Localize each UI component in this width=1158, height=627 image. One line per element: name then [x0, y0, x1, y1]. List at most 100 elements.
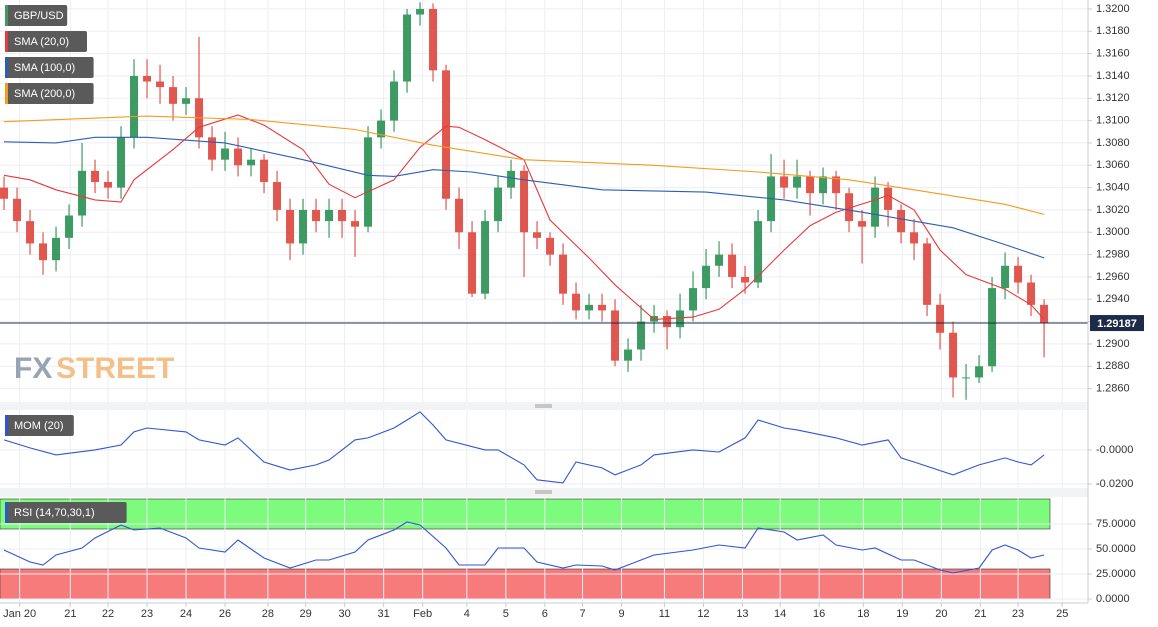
legend-swatch — [5, 31, 8, 52]
legend-box[interactable] — [5, 31, 87, 52]
y-tick-label: 1.2980 — [1096, 249, 1130, 261]
legend-box[interactable] — [5, 502, 127, 523]
candle-body — [793, 176, 802, 188]
watermark-text: STREET — [56, 352, 174, 385]
candle-body — [377, 120, 386, 138]
legend-button[interactable]: SMA (100,0) — [5, 57, 94, 78]
candle-body — [104, 182, 113, 188]
legend-box[interactable] — [5, 5, 68, 26]
candle-body — [624, 349, 633, 361]
legend-label: SMA (100,0) — [14, 62, 75, 74]
candle-body — [585, 304, 594, 311]
candle-body — [494, 187, 503, 222]
candle-body — [936, 304, 945, 333]
candle-body — [260, 159, 269, 183]
candle-body — [364, 137, 373, 227]
candle-body — [1027, 282, 1036, 305]
candle-body — [572, 293, 581, 311]
candle-body — [455, 198, 464, 233]
candle-body — [663, 316, 672, 328]
candle-body — [598, 304, 607, 311]
x-tick-label: 28 — [262, 608, 274, 620]
candle-body — [273, 182, 282, 210]
legend-box[interactable] — [5, 57, 94, 78]
candle-body — [130, 75, 139, 138]
y-tick-label: 1.3060 — [1096, 159, 1130, 171]
legend-button[interactable]: GBP/USD — [5, 5, 68, 26]
legend-label: SMA (20,0) — [14, 36, 69, 48]
x-tick-label: 23 — [141, 608, 153, 620]
candle-body — [312, 209, 321, 222]
candle-body — [208, 137, 217, 160]
candle-body — [715, 254, 724, 266]
candle-body — [702, 265, 711, 289]
candle-body — [975, 366, 984, 378]
candle-body — [234, 148, 243, 166]
candle-body — [143, 75, 152, 82]
x-tick-label: 21 — [64, 608, 76, 620]
candle-body — [403, 14, 412, 82]
candle-body — [1001, 265, 1010, 289]
y-tick-label: 1.3140 — [1096, 70, 1130, 82]
y-tick-label: 1.3160 — [1096, 48, 1130, 60]
x-tick-label: 7 — [579, 608, 585, 620]
last-price-label: 1.29187 — [1097, 318, 1137, 330]
x-tick-label: 23 — [1012, 608, 1024, 620]
y-tick-label: 1.3120 — [1096, 92, 1130, 104]
candle-body — [741, 276, 750, 283]
candle-body — [182, 98, 191, 104]
candle-body — [338, 209, 347, 222]
candle-body — [169, 87, 178, 104]
indicator-line — [3, 411, 1045, 484]
legend-box[interactable] — [5, 83, 94, 104]
candle-body — [1040, 304, 1049, 324]
indicator-line — [3, 136, 1045, 259]
candle-body — [299, 209, 308, 244]
candle-body — [923, 243, 932, 305]
candle-body — [988, 288, 997, 367]
legend-label: SMA (200,0) — [14, 88, 75, 100]
legend-box[interactable] — [5, 415, 74, 436]
candle-body — [897, 209, 906, 233]
candle-body — [507, 170, 516, 188]
x-tick-label: 21 — [974, 608, 986, 620]
candle-body — [117, 137, 126, 188]
indicator-line — [3, 521, 1045, 574]
candle-body — [871, 187, 880, 227]
candle-body — [65, 215, 74, 238]
x-tick-label: 26 — [219, 608, 231, 620]
x-tick-label: 5 — [503, 608, 509, 620]
candle-body — [637, 321, 646, 350]
legend-button[interactable]: MOM (20) — [5, 415, 74, 436]
y-tick-label: 1.3040 — [1096, 182, 1130, 194]
legend-button[interactable]: SMA (20,0) — [5, 31, 87, 52]
candle-body — [611, 310, 620, 361]
y-tick-label: 1.3000 — [1096, 226, 1130, 238]
candle-body — [676, 310, 685, 328]
y-tick-label: 1.3200 — [1096, 3, 1130, 15]
y-tick-label: 50.0000 — [1096, 543, 1136, 555]
y-tick-label: -0.0200 — [1096, 478, 1133, 490]
y-tick-label: -0.0000 — [1096, 444, 1133, 456]
candle-body — [962, 377, 971, 379]
x-tick-label: 12 — [697, 608, 709, 620]
x-tick-label: 24 — [180, 608, 192, 620]
candle-body — [520, 170, 529, 233]
x-tick-label: 31 — [378, 608, 390, 620]
candle-body — [754, 221, 763, 283]
y-tick-label: 1.2880 — [1096, 360, 1130, 372]
y-tick-label: 0.0000 — [1096, 593, 1130, 605]
candle-body — [0, 187, 9, 199]
candle-body — [806, 176, 815, 194]
legend-button[interactable]: RSI (14,70,30,1) — [5, 502, 127, 523]
x-tick-label: 14 — [774, 608, 786, 620]
panel-separator[interactable] — [0, 402, 1088, 410]
legend-button[interactable]: SMA (200,0) — [5, 83, 94, 104]
x-tick-label: 6 — [542, 608, 548, 620]
y-tick-label: 1.2940 — [1096, 293, 1130, 305]
last-price-box — [1090, 315, 1144, 332]
y-tick-label: 1.3020 — [1096, 204, 1130, 216]
y-tick-label: 25.0000 — [1096, 568, 1136, 580]
